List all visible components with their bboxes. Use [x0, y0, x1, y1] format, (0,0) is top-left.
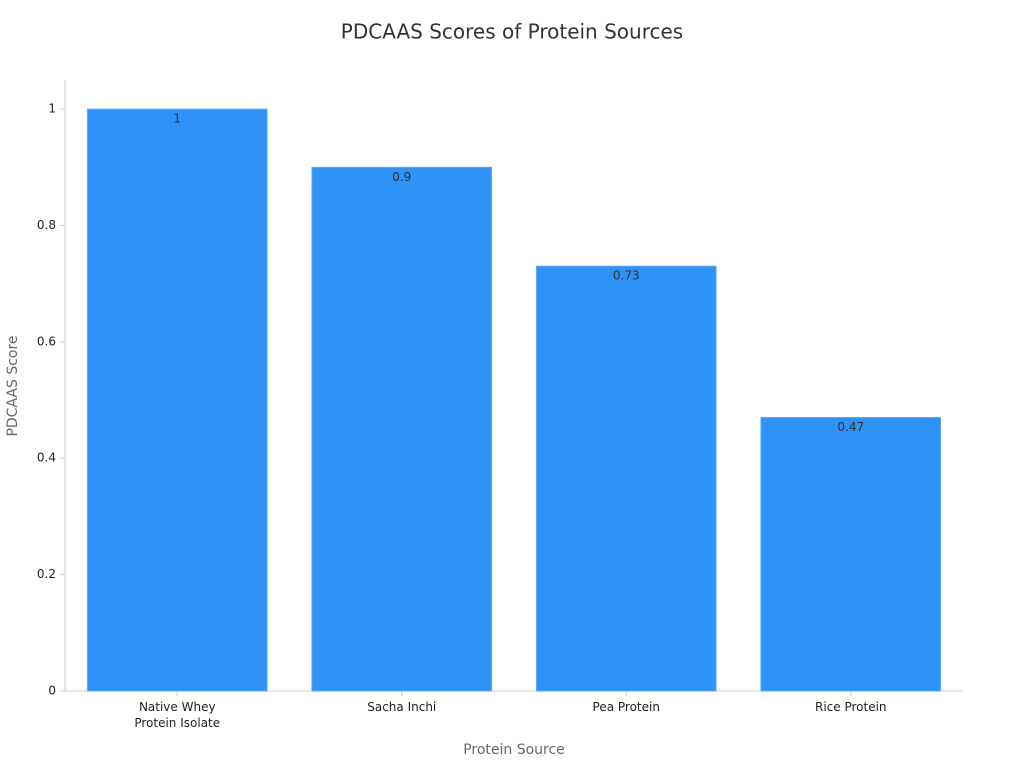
x-tick-label: Sacha Inchi [367, 700, 437, 714]
y-tick-label: 1 [48, 102, 56, 116]
bar [311, 166, 493, 692]
value-label: 1 [173, 112, 181, 126]
chart-title: PDCAAS Scores of Protein Sources [341, 20, 683, 44]
x-tick-label: Rice Protein [814, 700, 887, 714]
y-tick-label: 0.2 [37, 567, 56, 581]
bar [535, 265, 717, 692]
x-tick-label: Pea Protein [592, 700, 660, 714]
bar [760, 417, 942, 692]
value-label: 0.9 [392, 170, 411, 184]
x-axis-label: Protein Source [463, 742, 565, 758]
y-tick-label: 0.8 [37, 218, 56, 232]
y-tick-label: 0 [48, 684, 56, 698]
y-tick-label: 0.4 [37, 451, 56, 465]
y-axis-label: PDCAAS Score [5, 335, 21, 436]
x-tick-label: Native Whey Protein Isolate [134, 700, 221, 730]
y-tick-label: 0.6 [37, 334, 56, 348]
bar [86, 108, 268, 692]
value-label: 0.47 [837, 420, 864, 434]
value-label: 0.73 [613, 269, 640, 283]
